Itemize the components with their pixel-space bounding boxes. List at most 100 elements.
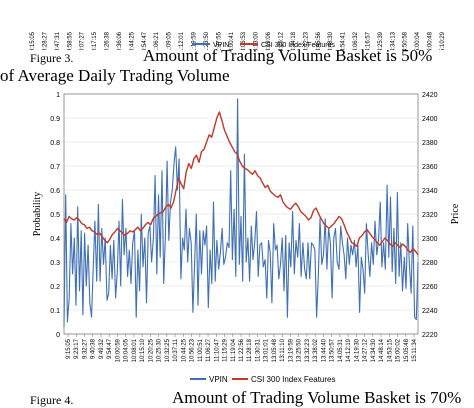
x-tick-label: 10:32:25 (165, 338, 171, 362)
y2-tick-label: 2360 (422, 164, 438, 171)
previous-figure-x-tick-label: 9:58:55 (67, 31, 73, 50)
x-tick-label: 13:05:48 (272, 338, 278, 362)
x-tick-label: 15:11:34 (412, 338, 418, 362)
previous-figure-x-tick-label: 13:19:06 (266, 31, 272, 50)
previous-figure-x-tick-label: 15:10:29 (440, 31, 446, 50)
x-tick-label: 9:40:38 (91, 338, 97, 359)
x-tick-label: 13:32:23 (305, 338, 311, 362)
y-tick-label: 0.7 (50, 164, 60, 171)
previous-figure-x-tick-label: 14:25:39 (378, 31, 384, 50)
x-tick-label: 13:01:01 (264, 338, 270, 362)
previous-figure-x-tick-label: 14:50:58 (403, 31, 409, 50)
y2-tick-label: 2260 (422, 284, 438, 291)
y-tick-label: 0.5 (50, 212, 60, 219)
y-tick-label: 0.8 (50, 140, 60, 147)
x-tick-label: 11:10:47 (214, 338, 220, 362)
previous-figure-x-tick-label: 11:27:55 (216, 31, 222, 50)
previous-figure-x-tick-label: 9:28:27 (42, 31, 48, 50)
series-layer (63, 98, 419, 327)
y2-tick-label: 2280 (422, 260, 438, 267)
figure-4-caption: Amount of Trading Volume Basket is 70% (172, 388, 462, 407)
x-tick-label: 9:32:27 (82, 338, 88, 359)
previous-figure-x-tick-label: 13:25:12 (278, 31, 284, 50)
x-tick-label: 14:27:12 (363, 338, 369, 362)
previous-figure-x-tick-label: 10:36:06 (117, 31, 123, 50)
x-tick-label: 11:30:31 (255, 338, 261, 362)
previous-figure-x-tick-label: 14:34:13 (390, 31, 396, 50)
vpin-chart: 00.10.20.30.40.50.60.70.80.91 2220224022… (32, 92, 461, 384)
previous-figure-x-tick-label: 13:42:23 (303, 31, 309, 50)
previous-figure-x-tick-label: 11:09:05 (167, 31, 173, 50)
previous-figure-x-tick-label: 14:06:32 (353, 31, 359, 50)
figure-4-label: Figure 4. (30, 393, 74, 407)
previous-figure-x-tick-label: 11:12:01 (179, 31, 185, 50)
previous-figure-x-tick-label: 10:26:38 (105, 31, 111, 50)
x-tick-label: 14:05:31 (338, 338, 344, 362)
y-tick-label: 0.1 (50, 308, 60, 315)
index-legend-label: CSI 300 Index Features (261, 42, 335, 49)
previous-figure-x-tick-label: 13:45:56 (316, 31, 322, 50)
y2-tick-label: 2300 (422, 236, 438, 243)
x-tick-label: 13:19:59 (288, 338, 294, 362)
y-axis-label: Probability (32, 192, 43, 236)
x-tick-label: 10:20:25 (148, 338, 154, 362)
previous-figure-x-tick-label: 13:34:18 (291, 31, 297, 50)
x-tick-label: 10:37:11 (173, 338, 179, 362)
x-tick-label: 14:34:30 (371, 338, 377, 362)
x-tick-label: 13:50:57 (330, 338, 336, 362)
y-tick-label: 0.6 (50, 188, 60, 195)
x-tick-label: 13:38:02 (313, 338, 319, 362)
y2-tick-label: 2240 (422, 308, 438, 315)
y2-tick-label: 2320 (422, 212, 438, 219)
x-tick-label: 9:23:17 (74, 338, 80, 359)
previous-figure-fragment: 9:15:05 9:28:27 9:47:31 9:58:55 10:07:27 10:1… (30, 31, 446, 50)
x-tick-label: 11:00:51 (198, 338, 204, 362)
previous-figure-x-tick-label: 13:48:30 (328, 31, 334, 50)
previous-figure-x-tick-label: 10:17:15 (92, 31, 98, 50)
x-tick-label: 13:25:50 (297, 338, 303, 362)
previous-figure-x-tick-label: 15:00:48 (428, 31, 434, 50)
vpin-legend-label: VPIN (213, 42, 229, 49)
x-tick-label: 9:49:32 (99, 338, 105, 359)
vpin-series-line (63, 98, 419, 327)
y-tick-label: 0.2 (50, 284, 60, 291)
previous-figure-x-tick-label: 10:07:27 (80, 31, 86, 50)
previous-figure-x-tick-label: 11:19:59 (192, 31, 198, 50)
previous-figure-x-tick-label: 10:44:25 (129, 31, 135, 50)
x-tick-label: 10:44:25 (181, 338, 187, 362)
figure-3-caption-line-2: of Average Daily Trading Volume (0, 66, 230, 85)
index-series-line (63, 111, 419, 256)
y-tick-label: 0.3 (50, 260, 60, 267)
previous-figure-x-tick-label: 11:06:21 (154, 31, 160, 50)
y2-tick-label: 2380 (422, 140, 438, 147)
previous-figure-x-tick-label: 11:23:50 (204, 31, 210, 50)
y2-axis-tick-labels: 2220 2240 2260 2280 2300 2320 2340 2360 2380 2400… (422, 92, 438, 339)
previous-figure-x-tick-label: 13:54:41 (341, 31, 347, 50)
x-tick-label: 11:19:04 (231, 338, 237, 362)
legend-index-label: CSI 300 Index Features (251, 375, 336, 384)
x-tick-label: 9:54:47 (107, 338, 113, 359)
x-tick-label: 9:15:05 (66, 338, 72, 359)
x-tick-label: 10:08:01 (132, 338, 138, 362)
x-tick-label: 10:00:59 (115, 338, 121, 362)
previous-figure-x-tick-label: 13:00:41 (229, 31, 235, 50)
y2-axis-label: Price (450, 203, 461, 224)
x-tick-label: 13:11:10 (280, 338, 286, 362)
x-tick-label: 13:44:40 (321, 338, 327, 362)
legend-vpin-label: VPIN (209, 375, 228, 384)
y2-tick-label: 2220 (422, 332, 438, 339)
y-tick-label: 0.4 (50, 236, 60, 243)
previous-figure-legend: VPIN CSI 300 Index Features (192, 42, 335, 49)
x-tick-label: 10:56:23 (190, 338, 196, 362)
previous-figure-x-tick-labels: 9:15:05 9:28:27 9:47:31 9:58:55 10:07:27 10:1… (30, 31, 446, 50)
y-axis-tick-labels: 0 0.1 0.2 0.3 0.4 0.5 0.6 0.7 0.8 0.9 1 (50, 92, 60, 339)
x-tick-label: 14:12:19 (346, 338, 352, 362)
figure-3-label: Figure 3. (30, 51, 74, 65)
x-tick-label: 11:28:18 (247, 338, 253, 362)
y-tick-label: 0 (56, 332, 60, 339)
y2-tick-label: 2420 (422, 92, 438, 99)
previous-figure-x-tick-label: 9:47:31 (55, 31, 61, 50)
x-axis-tick-labels: 9:15:05 9:23:17 9:32:27 9:40:38 9:49:32 9:54:… (66, 334, 418, 362)
y2-tick-label: 2340 (422, 188, 438, 195)
figure-3-caption: Amount of Trading Volume Basket is 50% (143, 46, 433, 65)
